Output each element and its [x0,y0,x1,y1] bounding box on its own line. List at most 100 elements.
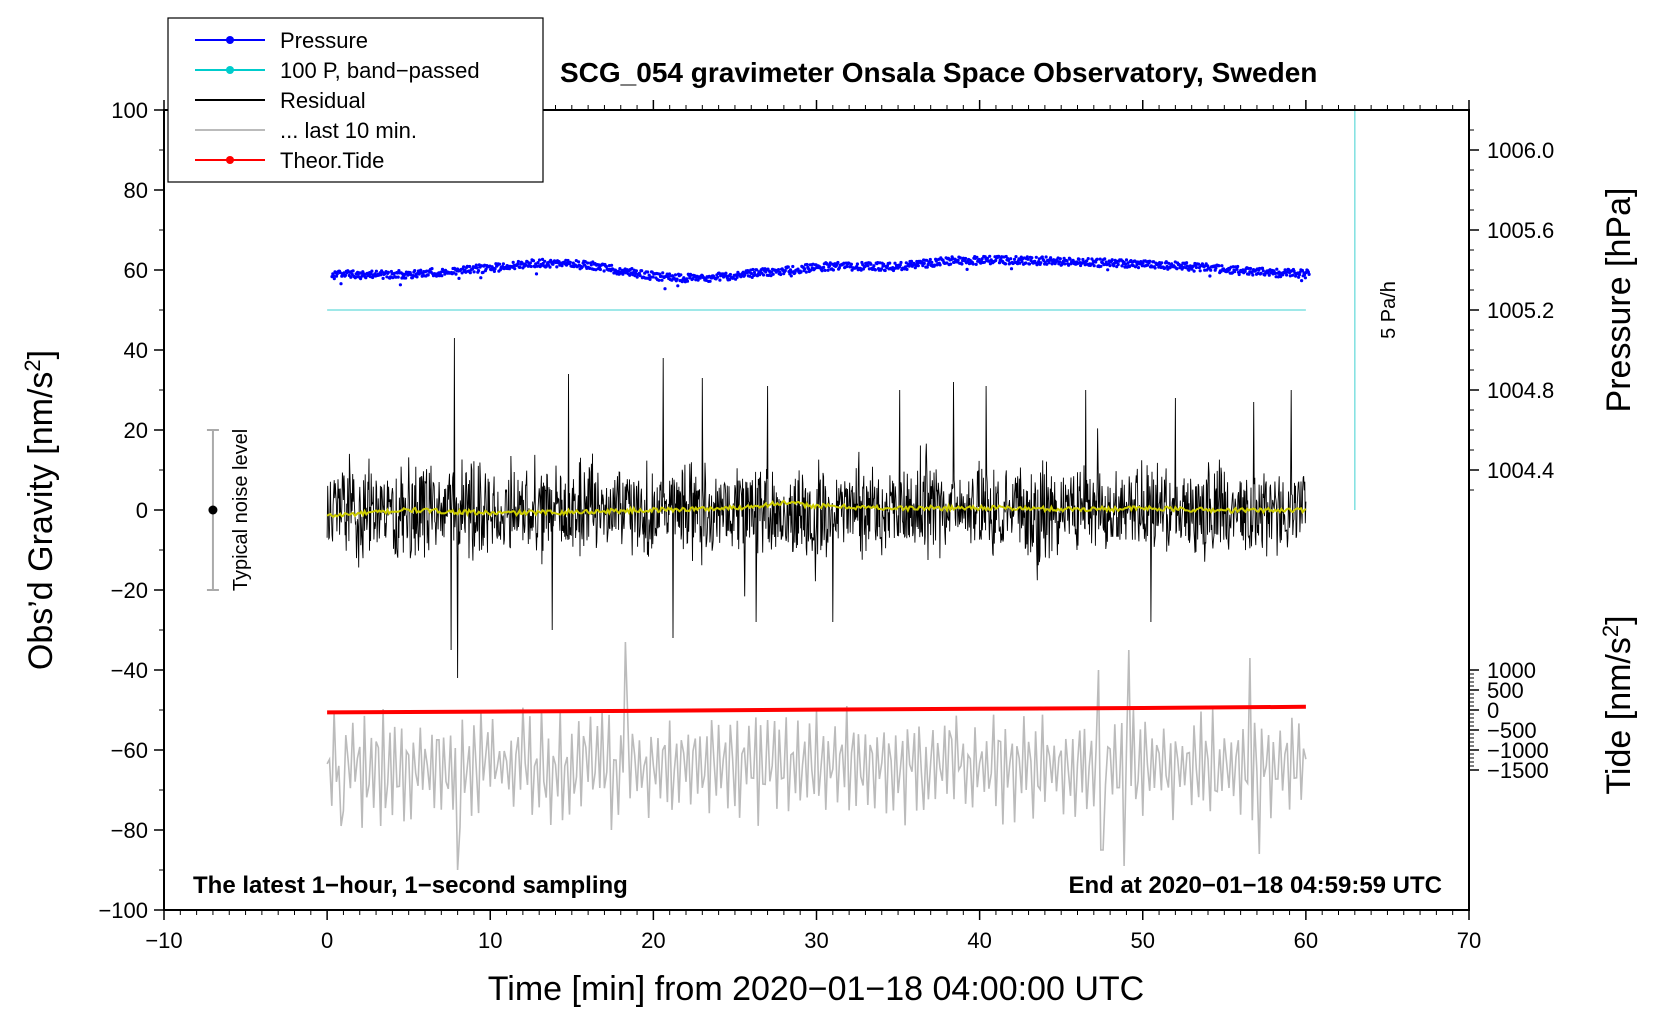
pressure-point [555,265,559,269]
y-tick-label: −20 [111,578,148,603]
noise-bar-center [208,505,218,515]
pressure-point [430,267,434,271]
y-axis-title-main: Obs’d Gravity [nm/s [22,372,60,671]
pressure-point [1307,272,1311,276]
pressure-point [580,265,584,269]
pressure-point [1194,265,1198,270]
pressure-point [598,267,603,272]
pressure-point [1208,274,1212,278]
pressure-point [628,273,632,277]
pressure-point [925,265,929,269]
pressure-point [1040,255,1044,259]
pressure-point [602,269,606,273]
pressure-point [809,268,813,272]
pressure-point [331,274,336,278]
pressure-point [359,277,363,281]
pressure-point [786,265,790,269]
pressure-point [716,275,720,279]
y-tick-label: −80 [111,818,148,843]
pressure-point [339,282,343,286]
pressure-point [1085,259,1089,263]
legend: Pressure 100 P, band−passed Residual ... la… [167,17,544,183]
pressure-point [498,262,502,266]
y-axis-title-sup: 2 [20,359,45,371]
pressure-point [604,264,609,269]
pressure-point [866,264,870,268]
pressure-point [560,264,564,268]
pressure-point [501,262,505,266]
x-tick-label: 60 [1294,928,1318,953]
rate-marker-label: 5 Pa/h [1378,281,1400,339]
pressure-point [1197,262,1201,266]
pressure-point [493,267,497,271]
pressure-point [975,255,979,259]
pressure-point [1190,267,1194,271]
pressure-point [610,263,614,267]
x-tick-label: −10 [145,928,182,953]
last-10-min-series [326,641,1307,871]
pressure-point [355,275,359,279]
pressure-point [1081,257,1085,262]
pressure-point [820,269,824,273]
pressure-point [1164,260,1168,264]
pressure-point [1135,263,1139,267]
pressure-point [893,261,897,265]
pressure-point [1124,262,1128,266]
pressure-tick-label: 1005.6 [1487,218,1554,243]
pressure-point [1112,264,1116,268]
pressure-point [551,262,555,266]
pressure-point [804,270,808,274]
pressure-point [938,263,942,267]
pressure-series [330,254,1311,291]
pressure-point [696,278,700,282]
pressure-point [657,278,661,282]
x-axis-title: Time [min] from 2020−01−18 04:00:00 UTC [488,970,1144,1008]
pressure-point [1136,266,1141,270]
pressure-point [477,269,481,273]
pressure-point [836,260,840,265]
pressure-point [933,263,937,267]
pressure-point [1273,271,1277,275]
pressure-point [937,257,941,261]
pressure-point [332,277,336,281]
pressure-point [934,259,938,263]
pressure-point [958,256,963,260]
pressure-point [1127,265,1132,269]
pressure-point [1045,262,1049,266]
pressure-point [855,264,859,269]
pressure-point [985,256,990,260]
pressure-point [922,261,926,265]
pressure-point [823,268,827,272]
pressure-point [381,276,385,280]
pressure-point [426,273,430,277]
x-tick-label: 70 [1457,928,1481,953]
pressure-point [540,257,545,261]
pressure-point [909,259,914,263]
pressure-point [977,257,981,262]
y-tick-label: −60 [111,738,148,763]
pressure-point [1058,260,1062,264]
pressure-point [342,271,346,275]
pressure-point [1099,264,1103,268]
pressure-point [468,271,472,275]
tide-axis-title: Tide [nm/s2] [1598,615,1638,794]
tide-axis-title-sup: 2 [1598,625,1623,637]
pressure-point [396,275,400,279]
pressure-point [1206,264,1210,268]
pressure-point [1086,257,1090,261]
pressure-axis-title: Pressure [hPa] [1600,188,1638,413]
pressure-point [898,263,902,267]
pressure-point [1233,270,1237,274]
legend-label: Theor.Tide [280,148,384,173]
pressure-point [440,274,444,278]
pressure-point [879,267,884,271]
pressure-point [1251,273,1255,277]
last-10-min-line [326,641,1307,871]
pressure-point [583,260,587,264]
pressure-point [1065,259,1069,263]
pressure-point [1077,257,1081,261]
pressure-point [351,269,355,273]
pressure-point [566,258,570,263]
pressure-point [1079,263,1083,268]
